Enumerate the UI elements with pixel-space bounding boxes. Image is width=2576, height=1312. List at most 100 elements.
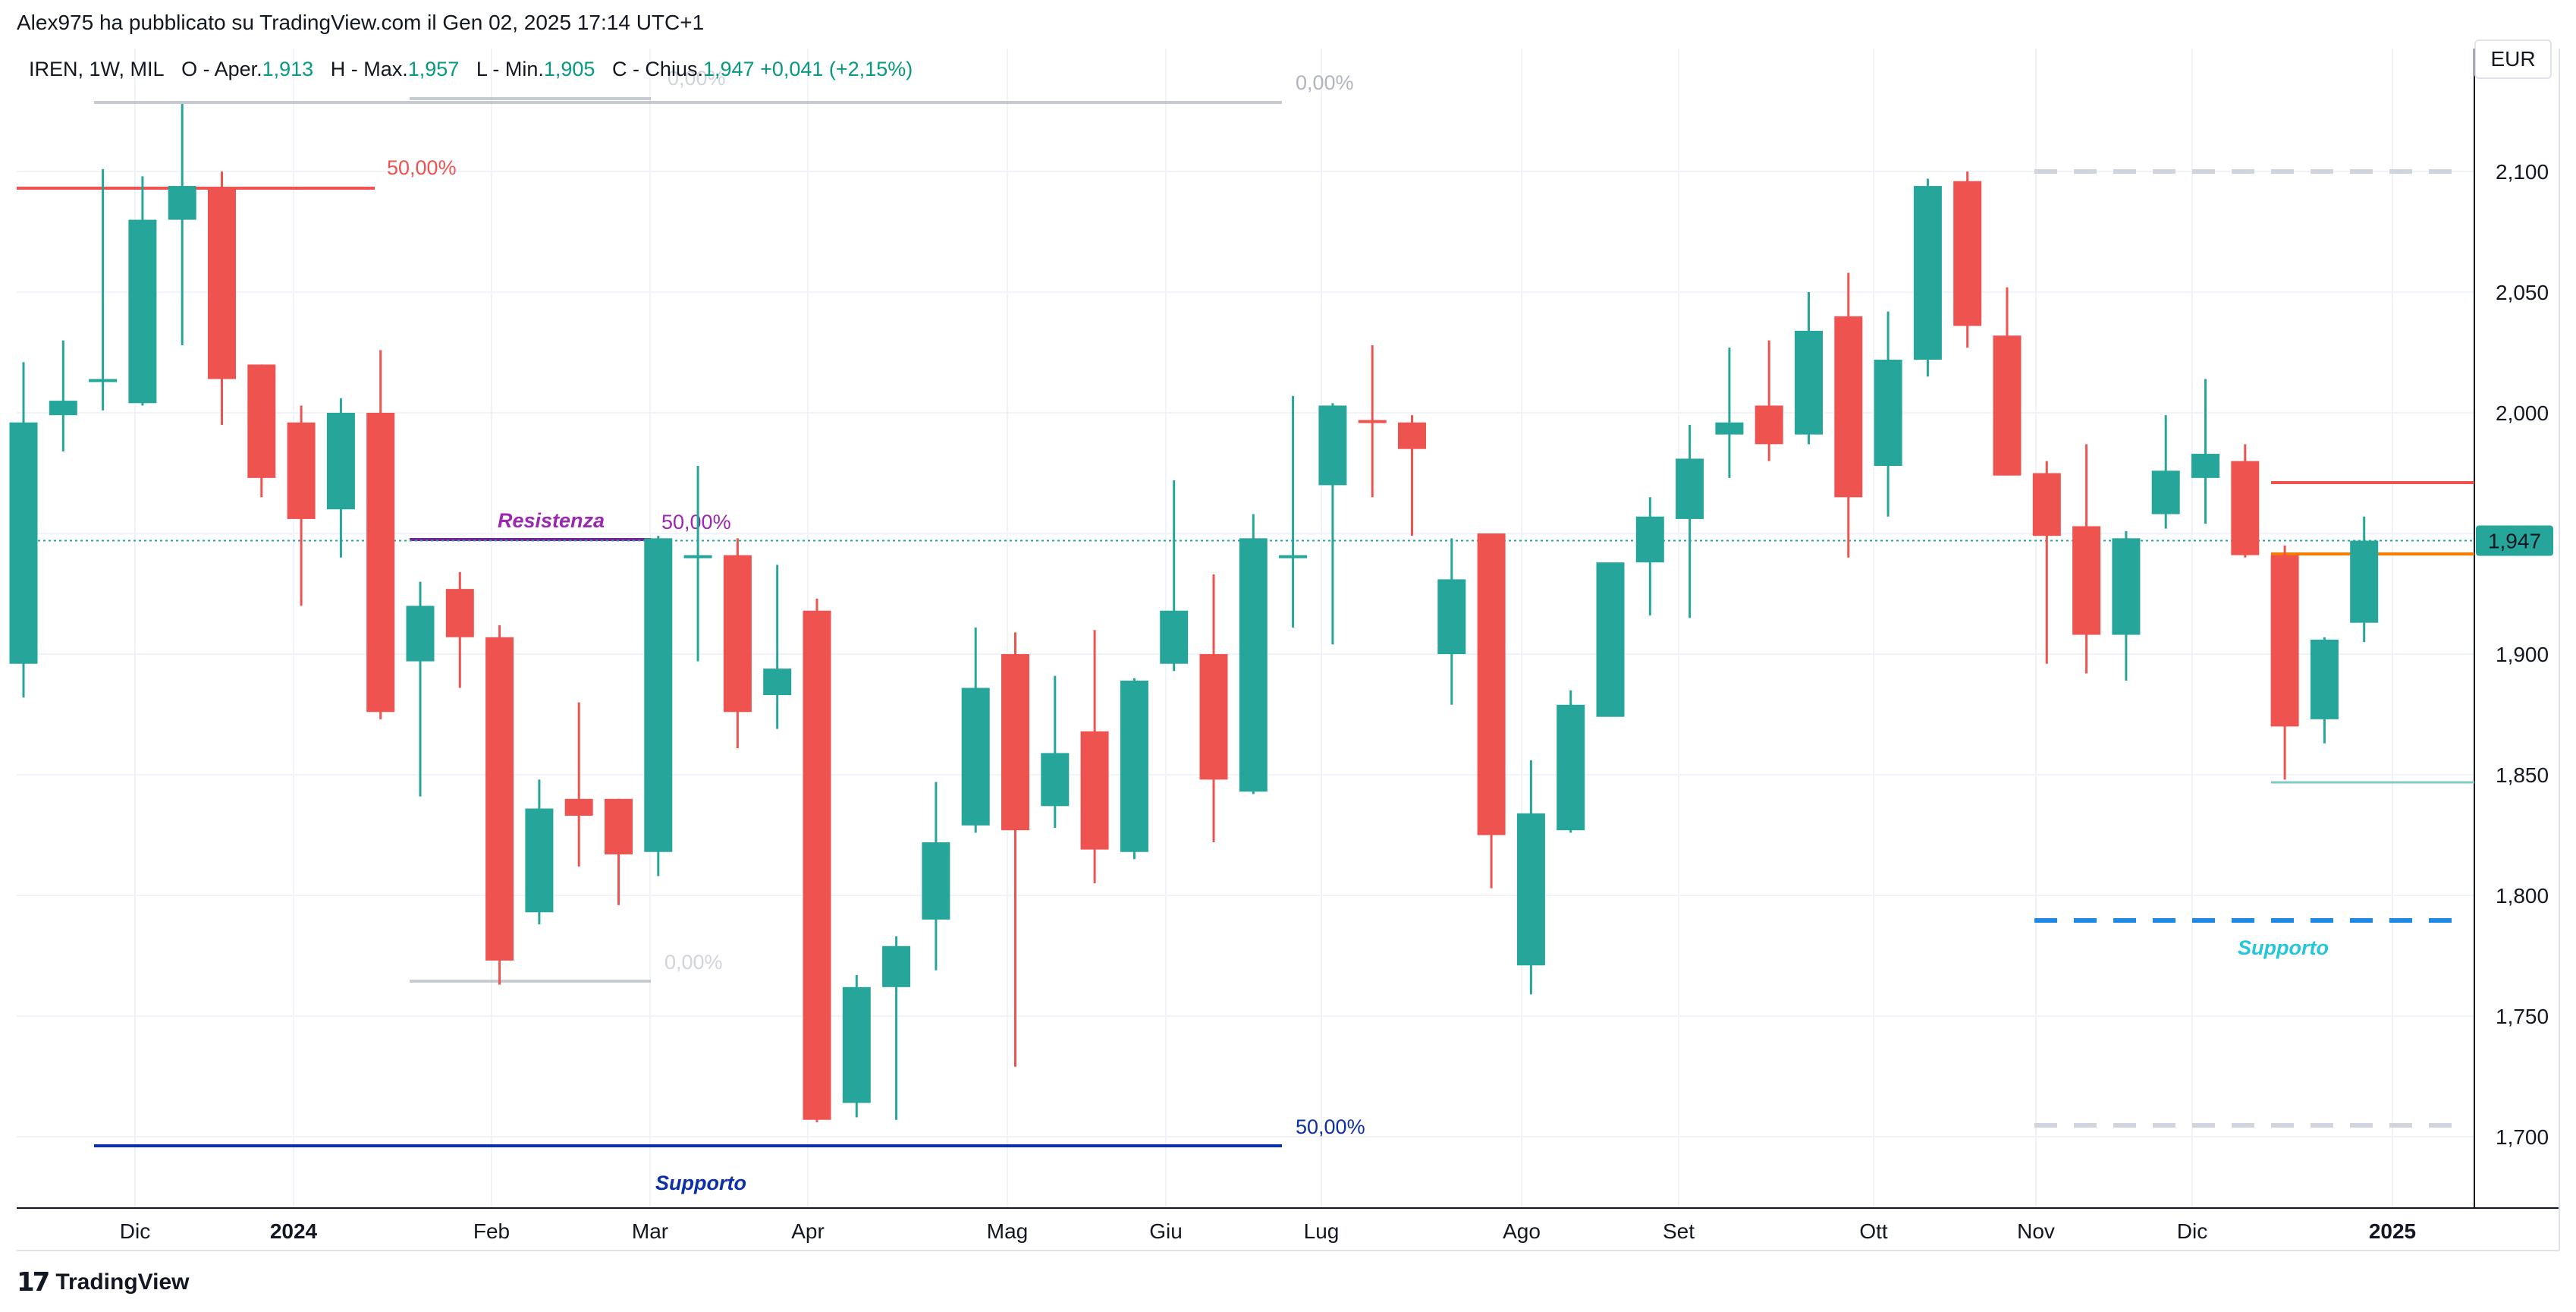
x-tick-label: Dic	[120, 1219, 150, 1243]
fib-label-0-upper: 0,00%	[1296, 71, 1354, 94]
candle-body[interactable]	[2191, 454, 2219, 478]
legend-close: 1,947	[702, 58, 755, 80]
legend-low-label: L - Min.	[476, 58, 544, 80]
candle-body[interactable]	[2151, 470, 2180, 514]
candle-body[interactable]	[485, 637, 514, 961]
fib-label-50-purple: 50,00%	[661, 511, 731, 533]
candle-body[interactable]	[1755, 405, 1783, 445]
y-tick-label: 1,800	[2496, 884, 2549, 908]
footer-brand[interactable]: 𝟭𝟳 TradingView	[17, 1267, 190, 1298]
candle-body[interactable]	[9, 422, 38, 664]
candle-body[interactable]	[1318, 405, 1347, 486]
legend-change: +0,041 (+2,15%)	[760, 58, 913, 80]
candle-body[interactable]	[882, 945, 911, 987]
candle-body[interactable]	[406, 606, 435, 662]
candle-body[interactable]	[445, 589, 474, 637]
y-tick-label: 2,050	[2496, 281, 2549, 304]
candle-body[interactable]	[1993, 335, 2022, 476]
legend-low: 1,905	[543, 58, 595, 80]
candle-body[interactable]	[1279, 555, 1308, 558]
candle-body[interactable]	[605, 798, 633, 854]
candle-body[interactable]	[922, 842, 950, 920]
fib-label-0-mid: 0,00%	[668, 67, 726, 90]
last-price-badge	[2476, 525, 2553, 556]
x-tick-label: Apr	[791, 1219, 825, 1243]
candle-body[interactable]	[961, 687, 990, 826]
candle-body[interactable]	[49, 401, 77, 416]
candle-body[interactable]	[842, 986, 871, 1103]
candle-body[interactable]	[1635, 516, 1664, 563]
candle-body[interactable]	[2310, 639, 2339, 719]
y-tick-label: 2,100	[2496, 160, 2549, 184]
candle-body[interactable]	[2350, 540, 2379, 623]
candle-body[interactable]	[247, 364, 276, 478]
candle-body[interactable]	[1516, 813, 1545, 966]
candle-body[interactable]	[1795, 330, 1823, 435]
candle-body[interactable]	[1596, 562, 1625, 717]
x-tick-label: 2024	[270, 1219, 318, 1243]
y-tick-label: 1,900	[2496, 643, 2549, 666]
candle-body[interactable]	[1557, 704, 1585, 831]
fib-label-50-red: 50,00%	[387, 156, 457, 179]
candle-body[interactable]	[1477, 533, 1506, 835]
x-tick-label: Ago	[1503, 1219, 1541, 1243]
legend-close-label: C - Chius.	[611, 58, 703, 80]
annotation-supporto-blue: Supporto	[655, 1172, 746, 1194]
candle-body[interactable]	[1676, 458, 1704, 519]
x-tick-label: 2025	[2369, 1219, 2416, 1243]
candle-body[interactable]	[1437, 579, 1466, 654]
candle-body[interactable]	[803, 610, 831, 1120]
candle-body[interactable]	[1913, 186, 1942, 360]
candle-body[interactable]	[763, 669, 792, 696]
candle-body[interactable]	[1874, 360, 1902, 466]
currency-selector[interactable]: EUR	[2474, 39, 2552, 79]
candle-body[interactable]	[208, 188, 236, 379]
candle-body[interactable]	[1041, 753, 1070, 807]
tradingview-logo-icon: 𝟭𝟳	[17, 1268, 50, 1297]
legend-high: 1,957	[407, 58, 460, 80]
annotation-resistenza: Resistenza	[498, 509, 605, 532]
x-tick-label: Mar	[632, 1219, 668, 1243]
legend-symbol[interactable]: IREN, 1W, MIL	[29, 58, 165, 80]
y-tick-label: 2,000	[2496, 401, 2549, 425]
candle-body[interactable]	[2072, 526, 2101, 635]
candle-body[interactable]	[1715, 422, 1744, 435]
candle-body[interactable]	[2112, 538, 2141, 635]
candle-body[interactable]	[1398, 422, 1426, 449]
candle-body[interactable]	[2032, 473, 2061, 536]
candle-body[interactable]	[1001, 654, 1029, 831]
last-price-badge-label: 1,947	[2488, 530, 2541, 553]
candle-body[interactable]	[1358, 420, 1387, 423]
candle-body[interactable]	[168, 186, 196, 220]
candle-body[interactable]	[1199, 654, 1228, 780]
y-tick-label: 1,750	[2496, 1005, 2549, 1028]
candle-body[interactable]	[1239, 538, 1268, 792]
candle-body[interactable]	[366, 413, 395, 713]
candle-body[interactable]	[1160, 610, 1189, 664]
y-tick-label: 1,850	[2496, 763, 2549, 787]
candle-body[interactable]	[1953, 181, 1982, 326]
footer-brand-label: TradingView	[55, 1270, 190, 1295]
annotation-supporto-cyan: Supporto	[2238, 936, 2329, 959]
fib-label-0-lower: 0,00%	[664, 951, 723, 974]
candle-body[interactable]	[128, 219, 157, 404]
candle-body[interactable]	[287, 422, 316, 519]
candle-body[interactable]	[2270, 555, 2299, 727]
candle-body[interactable]	[89, 379, 118, 382]
candle-body[interactable]	[2231, 461, 2260, 555]
x-tick-label: Feb	[473, 1219, 510, 1243]
x-tick-label: Nov	[2017, 1219, 2055, 1243]
candle-body[interactable]	[1080, 731, 1109, 850]
candle-body[interactable]	[683, 555, 712, 558]
fib-label-50-blue: 50,00%	[1296, 1115, 1365, 1138]
candle-body[interactable]	[1834, 316, 1863, 498]
candle-body[interactable]	[326, 413, 355, 510]
candle-body[interactable]	[1120, 680, 1148, 852]
x-tick-label: Mag	[987, 1219, 1028, 1243]
candle-body[interactable]	[644, 538, 673, 852]
candle-body[interactable]	[723, 555, 752, 713]
symbol-legend: IREN, 1W, MIL O - Aper.1,913 H - Max.1,9…	[29, 58, 913, 81]
candle-body[interactable]	[564, 798, 593, 816]
candle-body[interactable]	[525, 808, 554, 913]
